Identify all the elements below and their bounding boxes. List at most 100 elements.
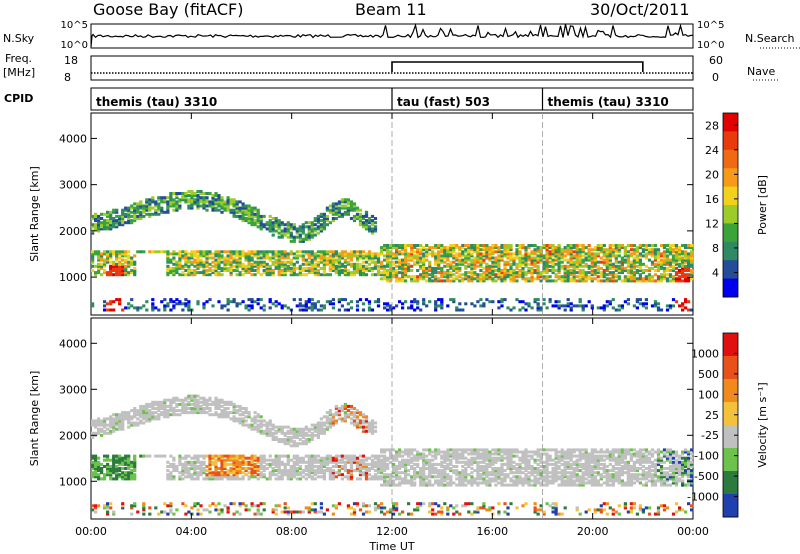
- heatmap-cell: [346, 260, 350, 264]
- heatmap-cell: [337, 407, 341, 410]
- heatmap-cell: [572, 254, 576, 258]
- heatmap-cell: [539, 273, 543, 277]
- heatmap-cell: [590, 258, 594, 262]
- heatmap-cell: [244, 254, 248, 258]
- heatmap-cell: [247, 411, 251, 415]
- heatmap-cell: [250, 306, 254, 310]
- heatmap-cell: [458, 262, 462, 266]
- heatmap-cell: [169, 502, 173, 506]
- heatmap-cell: [187, 475, 191, 479]
- heatmap-cell: [256, 262, 260, 266]
- heatmap-cell: [361, 429, 366, 433]
- heatmap-cell: [238, 210, 242, 214]
- heatmap-cell: [193, 252, 197, 256]
- heatmap-cell: [202, 271, 206, 275]
- heatmap-cell: [410, 254, 414, 258]
- heatmap-cell: [386, 269, 390, 272]
- heatmap-cell: [325, 206, 329, 210]
- heatmap-cell: [241, 460, 245, 464]
- heatmap-cell: [638, 302, 642, 306]
- heatmap-cell: [629, 248, 633, 252]
- heatmap-cell: [106, 302, 110, 306]
- heatmap-cell: [602, 258, 606, 262]
- heatmap-cell: [542, 275, 546, 279]
- heatmap-cell: [106, 219, 110, 223]
- heatmap-cell: [277, 462, 281, 466]
- heatmap-cell: [328, 467, 332, 470]
- heatmap-cell: [337, 409, 341, 413]
- heatmap-cell: [286, 264, 290, 268]
- heatmap-cell: [334, 260, 338, 264]
- heatmap-cell: [349, 204, 354, 208]
- heatmap-cell: [118, 219, 122, 223]
- heatmap-cell: [428, 262, 432, 266]
- heatmap-cell: [334, 266, 338, 270]
- heatmap-cell: [575, 275, 579, 279]
- heatmap-cell: [361, 473, 366, 477]
- heatmap-cell: [106, 471, 110, 475]
- heatmap-cell: [668, 275, 673, 279]
- heatmap-cell: [376, 269, 381, 272]
- heatmap-cell: [163, 415, 167, 419]
- heatmap-cell: [659, 308, 664, 312]
- heatmap-cell: [434, 244, 438, 247]
- heatmap-cell: [166, 204, 170, 208]
- heatmap-cell: [650, 244, 655, 247]
- heatmap-cell: [653, 264, 658, 268]
- heatmap-cell: [208, 471, 212, 475]
- heatmap-cell: [97, 229, 101, 233]
- heatmap-cell: [247, 204, 251, 208]
- heatmap-cell: [467, 277, 471, 281]
- heatmap-cell: [280, 473, 284, 477]
- heatmap-cell: [319, 252, 323, 256]
- heatmap-cell: [205, 262, 209, 266]
- heatmap-cell: [241, 458, 245, 462]
- heatmap-cell: [413, 454, 417, 458]
- heatmap-cell: [127, 425, 131, 429]
- heatmap-cell: [280, 235, 284, 239]
- heatmap-cell: [383, 258, 387, 262]
- heatmap-cell: [199, 469, 203, 473]
- heatmap-cell: [226, 300, 230, 304]
- heatmap-cell: [313, 254, 317, 258]
- heatmap-cell: [304, 469, 308, 473]
- heatmap-cell: [392, 483, 396, 487]
- heatmap-cell: [413, 508, 417, 512]
- heatmap-cell: [560, 256, 564, 260]
- heatmap-cell: [124, 208, 128, 212]
- heatmap-cell: [367, 308, 372, 312]
- heatmap-cell: [355, 258, 360, 262]
- heatmap-cell: [395, 456, 399, 460]
- heatmap-cell: [681, 250, 685, 254]
- heatmap-cell: [169, 194, 173, 198]
- heatmap-cell: [572, 271, 576, 275]
- heatmap-cell: [401, 462, 405, 466]
- heatmap-cell: [590, 260, 594, 264]
- heatmap-cell: [678, 252, 682, 256]
- heatmap-cell: [274, 512, 278, 516]
- heatmap-cell: [298, 250, 302, 254]
- heatmap-cell: [684, 252, 688, 256]
- heatmap-cell: [518, 244, 522, 247]
- heatmap-cell: [340, 212, 344, 216]
- heatmap-cell: [175, 192, 179, 195]
- heatmap-cell: [199, 512, 203, 516]
- heatmap-cell: [217, 407, 221, 410]
- heatmap-cell: [410, 450, 414, 454]
- heatmap-cell: [599, 256, 603, 260]
- heatmap-cell: [172, 469, 176, 473]
- heatmap-cell: [376, 458, 381, 462]
- heatmap-cell: [581, 269, 585, 272]
- heatmap-cell: [202, 200, 206, 204]
- heatmap-cell: [226, 302, 230, 306]
- heatmap-cell: [361, 421, 366, 425]
- heatmap-cell: [319, 227, 323, 231]
- heatmap-cell: [623, 252, 627, 256]
- heatmap-cell: [524, 258, 528, 262]
- heatmap-cell: [193, 477, 197, 481]
- heatmap-cell: [202, 306, 206, 310]
- heatmap-cell: [145, 204, 149, 208]
- heatmap-cell: [626, 254, 630, 258]
- heatmap-cell: [644, 254, 648, 258]
- heatmap-cell: [352, 264, 357, 268]
